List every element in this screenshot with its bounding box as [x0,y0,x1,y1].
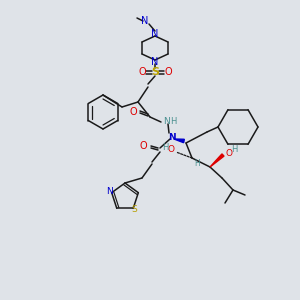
Polygon shape [174,139,184,143]
Text: O: O [129,107,137,117]
Text: N: N [151,29,159,39]
Text: O: O [164,67,172,77]
Text: O: O [139,141,147,151]
Text: S: S [131,205,137,214]
Polygon shape [210,154,224,167]
Text: N: N [164,116,170,125]
Text: N: N [168,133,176,142]
Text: S: S [151,67,159,77]
Text: O: O [138,67,146,77]
Text: N: N [106,187,113,196]
Text: N: N [141,16,149,26]
Text: H: H [170,116,176,125]
Text: O: O [167,146,175,154]
Text: H: H [162,142,168,152]
Text: H: H [194,158,200,167]
Text: N: N [151,57,159,67]
Text: O: O [226,148,232,158]
Text: H: H [231,146,237,154]
